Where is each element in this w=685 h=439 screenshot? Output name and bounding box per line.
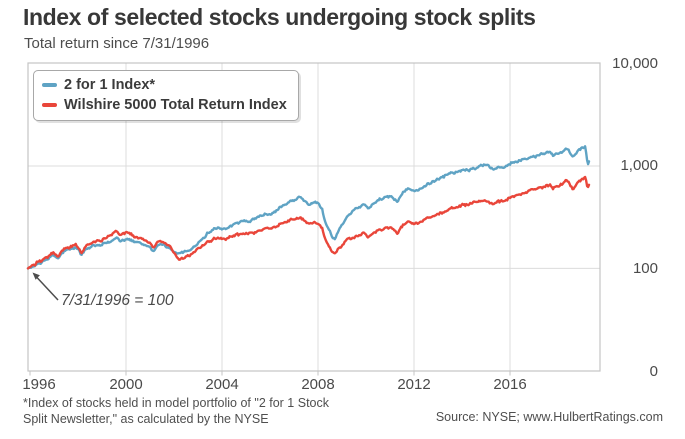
x-tick-label: 1996 [22, 376, 56, 393]
series-line-2for1 [26, 145, 591, 270]
x-tick-label: 2016 [493, 376, 527, 393]
chart-subtitle: Total return since 7/31/1996 [24, 35, 210, 52]
chart-title: Index of selected stocks undergoing stoc… [23, 4, 536, 30]
annotation-start-value: 7/31/1996 = 100 [61, 292, 174, 309]
y-tick-label: 10,000 [612, 55, 658, 72]
legend-line-sample-blue-icon [42, 83, 57, 87]
legend-item-2for1: 2 for 1 Index* [42, 75, 287, 95]
footnote-line-2: Split Newsletter," as calculated by the … [23, 412, 269, 426]
legend-label-2for1: 2 for 1 Index* [64, 77, 156, 93]
series-line-wilshire [26, 175, 591, 270]
x-tick-label: 2000 [109, 376, 143, 393]
y-tick-label: 1,000 [620, 157, 658, 174]
y-tick-label: 0 [649, 363, 658, 380]
series-lines [26, 145, 591, 270]
legend-line-sample-red-icon [42, 103, 57, 107]
source-credit: Source: NYSE; www.HulbertRatings.com [435, 410, 663, 424]
y-tick-label: 100 [632, 260, 658, 277]
annotation-arrow [32, 272, 59, 301]
x-tick-label: 2008 [301, 376, 335, 393]
legend: 2 for 1 Index* Wilshire 5000 Total Retur… [33, 70, 299, 121]
legend-item-wilshire: Wilshire 5000 Total Return Index [42, 95, 287, 115]
legend-label-wilshire: Wilshire 5000 Total Return Index [64, 97, 287, 113]
footnote-line-1: *Index of stocks held in model portfolio… [23, 396, 329, 410]
x-tick-label: 2012 [397, 376, 431, 393]
x-tick-label: 2004 [205, 376, 239, 393]
